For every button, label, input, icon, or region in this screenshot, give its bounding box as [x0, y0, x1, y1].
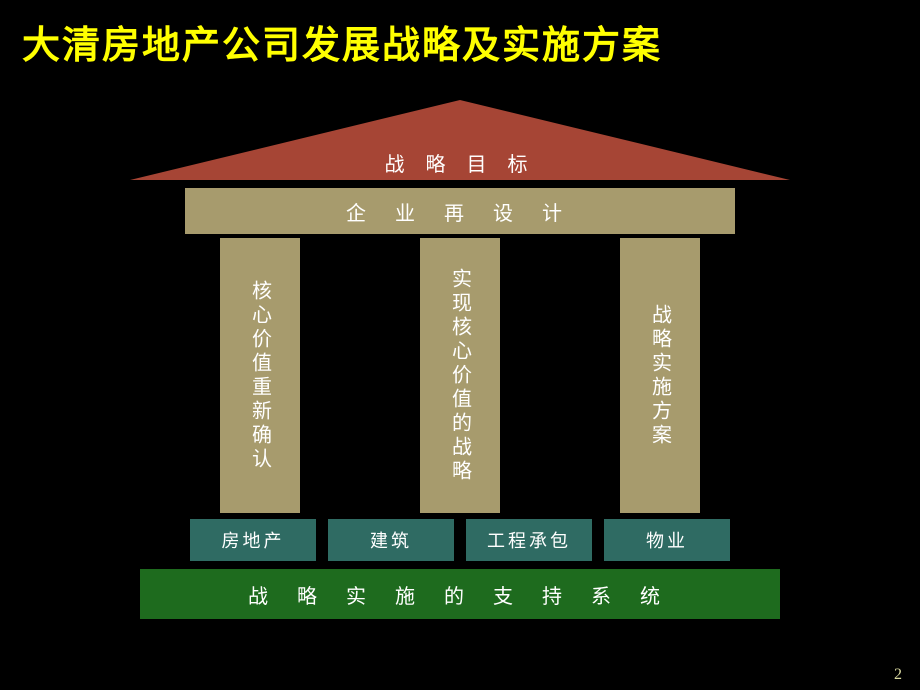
sector-cell-1: 房地产 [190, 519, 316, 561]
sector-cell-2: 建筑 [328, 519, 454, 561]
beam-label: 企 业 再 设 计 [346, 197, 574, 226]
beam-block: 企 业 再 设 计 [185, 188, 735, 234]
pillar-1-label: 核心价值重新确认 [246, 280, 275, 472]
pillar-2: 实现核心价值的战略 [420, 238, 500, 513]
base-label: 战 略 实 施 的 支 持 系 统 [248, 580, 672, 609]
sector-row: 房地产 建筑 工程承包 物业 [190, 519, 730, 561]
sector-label-3: 工程承包 [487, 527, 571, 553]
pillars-row: 核心价值重新确认 实现核心价值的战略 战略实施方案 [220, 238, 700, 513]
sector-cell-4: 物业 [604, 519, 730, 561]
sector-cell-3: 工程承包 [466, 519, 592, 561]
temple-diagram: 战 略 目 标 企 业 再 设 计 核心价值重新确认 实现核心价值的战略 战略实… [110, 100, 810, 619]
slide-title: 大清房地产公司发展战略及实施方案 [22, 14, 662, 69]
roof-label: 战 略 目 标 [130, 148, 790, 177]
sector-label-4: 物业 [646, 527, 688, 553]
roof-wrap: 战 略 目 标 [130, 100, 790, 180]
sector-label-1: 房地产 [222, 527, 285, 553]
pillar-1: 核心价值重新确认 [220, 238, 300, 513]
pillar-3-label: 战略实施方案 [646, 304, 675, 448]
sector-label-2: 建筑 [370, 527, 412, 553]
base-block: 战 略 实 施 的 支 持 系 统 [140, 569, 780, 619]
pillar-3: 战略实施方案 [620, 238, 700, 513]
page-number: 2 [894, 666, 902, 684]
pillar-2-label: 实现核心价值的战略 [446, 268, 475, 484]
